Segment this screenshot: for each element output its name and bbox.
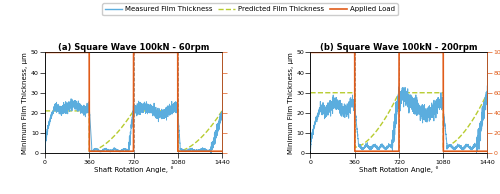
Legend: Measured Film Thickness, Predicted Film Thickness, Applied Load: Measured Film Thickness, Predicted Film … [102,3,398,15]
Y-axis label: Minimum Film Thickness, μm: Minimum Film Thickness, μm [288,52,294,154]
X-axis label: Shaft Rotation Angle, °: Shaft Rotation Angle, ° [94,166,174,173]
Y-axis label: Minimum Film Thickness, μm: Minimum Film Thickness, μm [22,52,28,154]
X-axis label: Shaft Rotation Angle, °: Shaft Rotation Angle, ° [359,166,439,173]
Title: (b) Square Wave 100kN - 200rpm: (b) Square Wave 100kN - 200rpm [320,43,478,52]
Title: (a) Square Wave 100kN - 60rpm: (a) Square Wave 100kN - 60rpm [58,43,209,52]
